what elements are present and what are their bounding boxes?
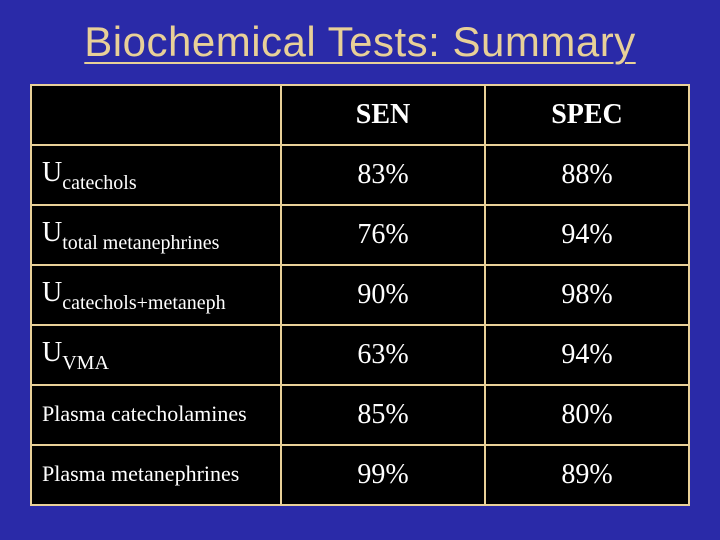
row-prefix: U [42, 217, 62, 248]
header-sen: SEN [281, 85, 485, 145]
table-row: Plasma catecholamines 85% 80% [31, 385, 689, 445]
row-label: UVMA [31, 325, 281, 385]
cell-spec: 98% [485, 265, 689, 325]
row-subscript: VMA [62, 352, 109, 374]
row-subscript: total metanephrines [62, 232, 219, 254]
table-row: Ucatechols 83% 88% [31, 145, 689, 205]
row-label: Ucatechols [31, 145, 281, 205]
row-label: Utotal metanephrines [31, 205, 281, 265]
row-subscript: catechols [62, 172, 136, 194]
summary-table-wrap: SEN SPEC Ucatechols 83% 88% Utotal metan… [30, 84, 690, 506]
cell-sen: 90% [281, 265, 485, 325]
cell-sen: 85% [281, 385, 485, 445]
slide-title: Biochemical Tests: Summary [0, 0, 720, 72]
cell-sen: 63% [281, 325, 485, 385]
row-subscript: catechols+metaneph [62, 292, 225, 314]
cell-spec: 94% [485, 325, 689, 385]
header-spec: SPEC [485, 85, 689, 145]
cell-sen: 76% [281, 205, 485, 265]
table-row: Plasma metanephrines 99% 89% [31, 445, 689, 505]
cell-sen: 99% [281, 445, 485, 505]
row-plain: Plasma catecholamines [42, 401, 247, 426]
row-prefix: U [42, 277, 62, 308]
row-prefix: U [42, 157, 62, 188]
row-label: Plasma metanephrines [31, 445, 281, 505]
row-prefix: U [42, 337, 62, 368]
summary-table: SEN SPEC Ucatechols 83% 88% Utotal metan… [30, 84, 690, 506]
cell-spec: 89% [485, 445, 689, 505]
table-row: Utotal metanephrines 76% 94% [31, 205, 689, 265]
table-row: UVMA 63% 94% [31, 325, 689, 385]
cell-sen: 83% [281, 145, 485, 205]
table-header-row: SEN SPEC [31, 85, 689, 145]
row-label: Ucatechols+metaneph [31, 265, 281, 325]
cell-spec: 94% [485, 205, 689, 265]
cell-spec: 80% [485, 385, 689, 445]
table-row: Ucatechols+metaneph 90% 98% [31, 265, 689, 325]
slide: Biochemical Tests: Summary SEN SPEC Ucat… [0, 0, 720, 540]
cell-spec: 88% [485, 145, 689, 205]
header-blank [31, 85, 281, 145]
row-label: Plasma catecholamines [31, 385, 281, 445]
row-plain: Plasma metanephrines [42, 461, 239, 486]
table-body: Ucatechols 83% 88% Utotal metanephrines … [31, 145, 689, 505]
